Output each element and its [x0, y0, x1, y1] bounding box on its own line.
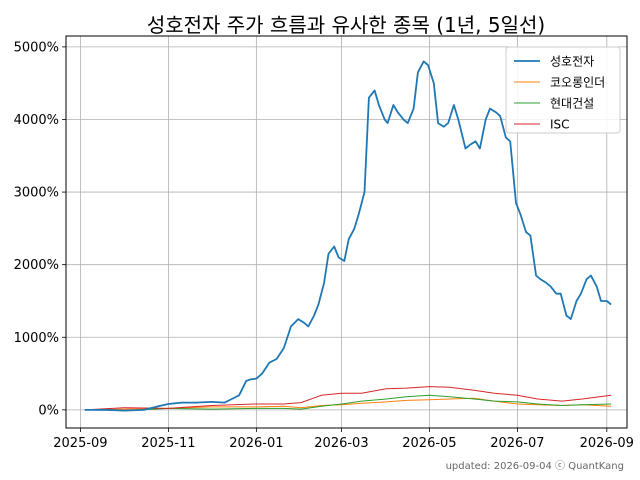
y-tick-label: 4000%: [14, 113, 59, 128]
x-tick-label: 2026-07: [490, 436, 544, 451]
y-tick-label: 1000%: [14, 331, 59, 346]
y-tick-label: 5000%: [14, 40, 59, 55]
y-tick-label: 0%: [38, 403, 59, 418]
x-tick-label: 2026-01: [229, 436, 283, 451]
legend-box: [505, 46, 621, 134]
legend-label-0: 성호전자: [550, 55, 594, 69]
ticks-layer: 2025-09 2025-11 2026-01 2026-03 2026-05 2026-…: [14, 40, 634, 451]
series-line-2: [84, 394, 612, 412]
y-tick-label: 2000%: [14, 258, 59, 273]
series-line-1: [84, 397, 612, 411]
x-tick-label: 2026-05: [402, 436, 456, 451]
x-tick-label: 2026-03: [314, 436, 368, 451]
series-line-3: [84, 386, 612, 411]
legend-label-1: 코오롱인더: [550, 76, 605, 90]
x-tick-label: 2025-11: [141, 436, 195, 451]
grid-layer: [66, 36, 627, 428]
chart-title: 성호전자 주가 흐름과 유사한 종목 (1년, 5일선): [147, 13, 545, 37]
x-tick-label: 2025-09: [53, 436, 107, 451]
legend-label-2: 현대건설: [550, 97, 594, 111]
legend-label-3: ISC: [550, 118, 570, 132]
y-tick-label: 3000%: [14, 186, 59, 201]
plot-frame: [65, 35, 628, 429]
x-tick-label: 2026-09: [580, 436, 634, 451]
series-line-0: [84, 60, 612, 412]
footer-text: updated: 2026-09-04 ⓒ QuantKang: [446, 460, 624, 472]
series-layer: [84, 60, 612, 412]
